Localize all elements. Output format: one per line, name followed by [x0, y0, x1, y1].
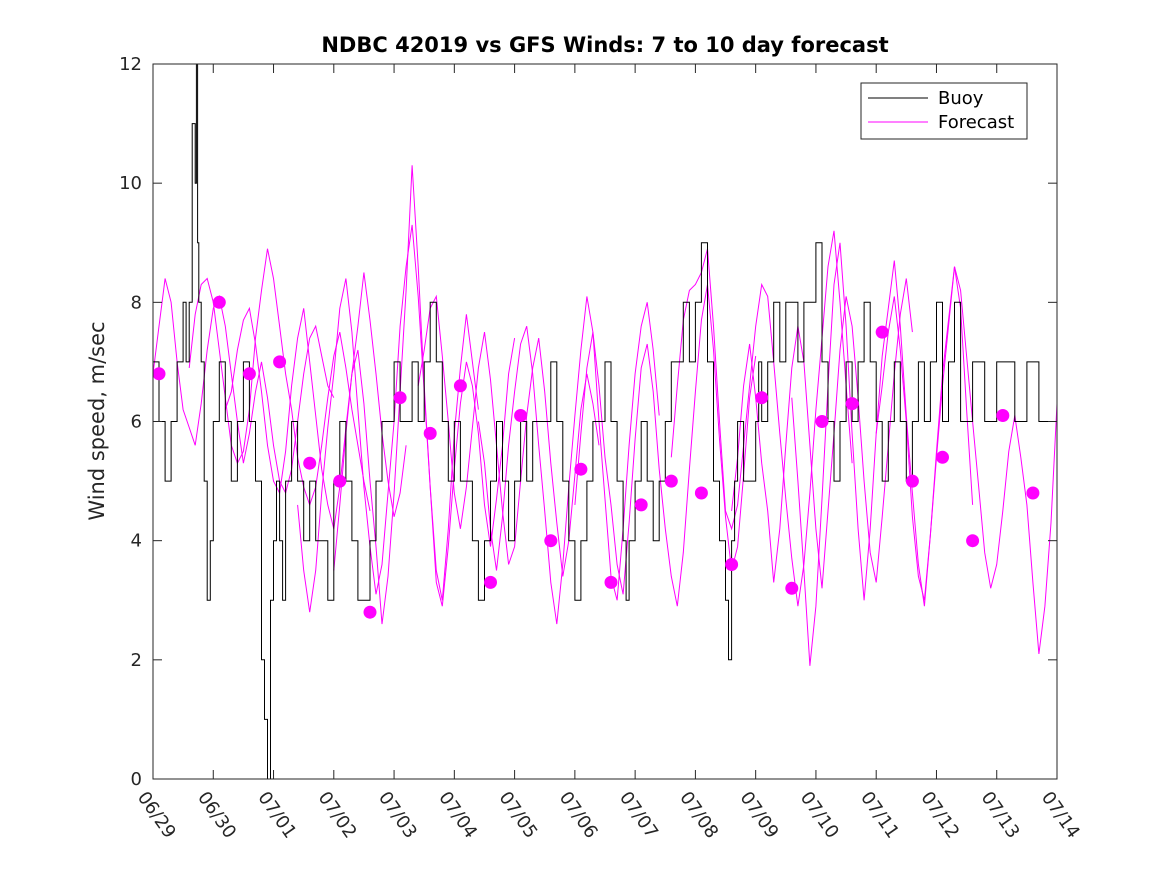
legend-buoy-label: Buoy	[938, 88, 984, 109]
forecast-marker	[845, 397, 859, 411]
forecast-marker	[303, 456, 317, 470]
y-tick-label: 2	[131, 650, 142, 671]
forecast-marker	[966, 534, 980, 548]
forecast-marker	[333, 474, 347, 488]
forecast-run-8-line	[574, 284, 757, 607]
y-tick-label: 10	[119, 173, 142, 194]
forecast-marker	[905, 474, 919, 488]
forecast-marker	[393, 391, 407, 405]
forecast-marker	[453, 379, 467, 393]
forecast-marker	[212, 295, 226, 309]
forecast-marker	[423, 426, 437, 440]
forecast-marker	[694, 486, 708, 500]
forecast-marker	[1026, 486, 1040, 500]
chart-title: NDBC 42019 vs GFS Winds: 7 to 10 day for…	[321, 33, 888, 57]
forecast-marker	[875, 325, 889, 339]
forecast-marker	[785, 581, 799, 595]
forecast-marker	[484, 575, 497, 589]
y-tick-label: 12	[119, 54, 142, 75]
legend: Buoy Forecast	[860, 82, 1028, 140]
y-tick-label: 6	[131, 412, 142, 433]
forecast-run-1-line	[152, 278, 335, 495]
forecast-marker	[755, 391, 769, 405]
forecast-marker	[604, 575, 618, 589]
y-tick-label: 4	[131, 531, 142, 552]
forecast-marker	[725, 558, 739, 571]
forecast-marker	[273, 355, 287, 369]
legend-box	[860, 82, 1028, 140]
forecast-run-2-line	[188, 248, 371, 512]
legend-forecast-label: Forecast	[938, 112, 1014, 133]
series-layer	[152, 63, 1058, 780]
forecast-marker	[936, 450, 949, 464]
forecast-marker	[242, 367, 256, 381]
forecast-marker	[152, 367, 166, 381]
forecast-marker	[363, 605, 377, 619]
forecast-marker	[815, 415, 829, 428]
buoy-line	[153, 63, 1057, 780]
forecast-marker	[634, 498, 648, 512]
forecast-marker	[664, 474, 678, 488]
forecast-marker	[544, 534, 558, 548]
forecast-marker	[514, 409, 528, 422]
y-tick-label: 8	[131, 292, 142, 313]
forecast-marker	[996, 409, 1010, 422]
forecast-run-4-line	[297, 224, 479, 613]
forecast-run-3-line	[224, 272, 407, 529]
forecast-run-10-line	[731, 278, 913, 589]
y-tick-label: 0	[131, 769, 142, 790]
forecast-marker	[574, 462, 588, 476]
y-axis-label: Wind speed, m/sec	[85, 321, 109, 520]
